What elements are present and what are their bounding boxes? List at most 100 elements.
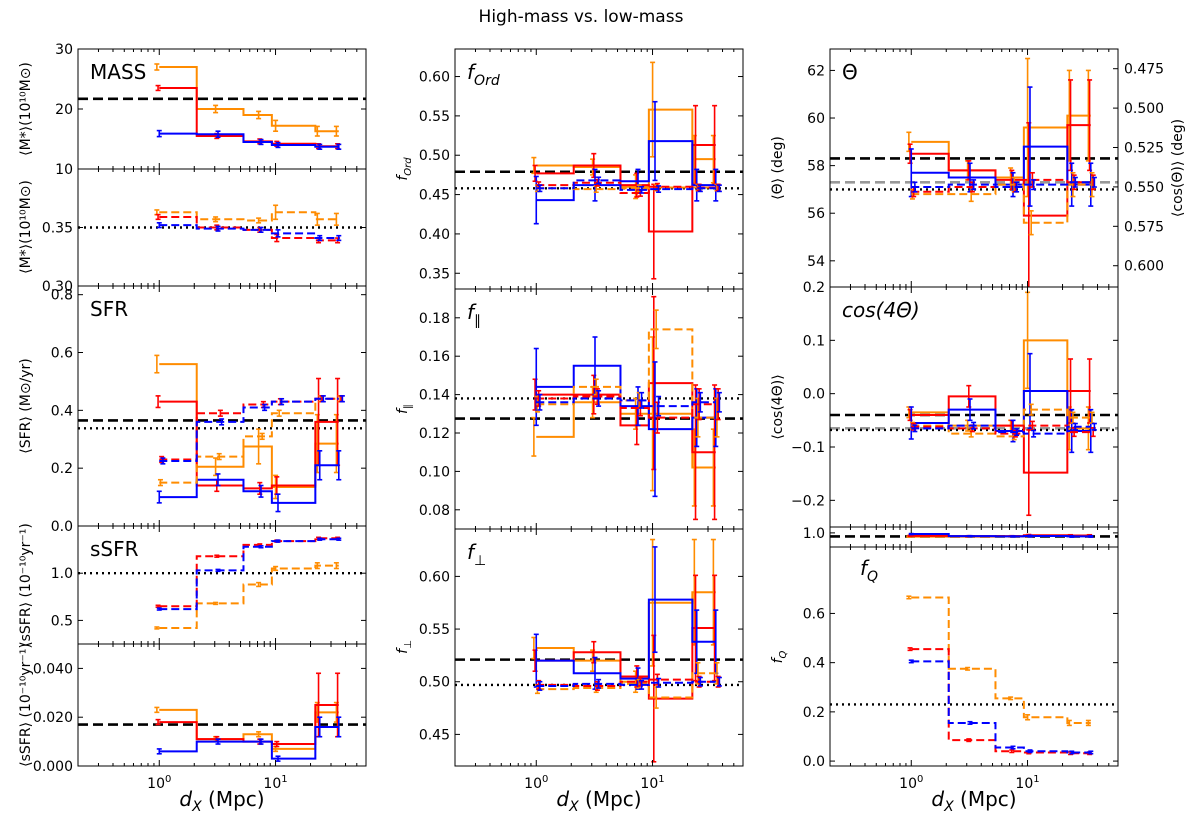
panel-label: fQ [860,556,878,585]
y-tick-label-right: 0.525 [1124,141,1164,157]
panel-cos4: −0.2 −0.1 0.0 0.1 0.2 cos(4Θ) ⟨cos(4Θ)⟩ [770,280,1119,528]
panel-fperp: 0.45 0.50 0.55 0.60 f⊥ f⊥ [395,528,744,767]
axes-frame [77,643,367,767]
panel-label: fOrd [467,60,500,89]
y-tick-label-right: 0.550 [1124,180,1164,196]
y-tick-label: 0.12 [419,426,450,442]
y-tick-label: 0.35 [42,221,73,237]
y-axis-label: fOrd [395,157,414,181]
plot-area [455,295,743,521]
y-tick-label: 0.35 [419,266,450,282]
panel-sfr: 0.0 0.2 0.4 0.6 0.8 SFR ⟨SFR⟩ (M⊙/yr) [18,285,367,535]
series-orange-low [911,408,1091,438]
y-tick-label: 58 [807,159,825,175]
x-tick-label: 101 [1015,774,1039,792]
y-tick-label: 0.2 [803,280,825,296]
axes-frame [829,286,1119,528]
y-tick-label: 0.16 [419,349,450,365]
y-tick-label: 0.14 [419,388,450,404]
series-orange-low [536,328,716,419]
series-orange [159,564,339,629]
y-tick-label: 62 [807,63,825,79]
y-axis-label: f∥ [395,404,414,414]
series-orange [159,363,339,488]
y-tick-label: 56 [807,206,825,222]
panel-fq-bottom: 0.0 0.2 0.4 0.6 fQ fQ [770,546,1119,770]
series-blue-low [911,181,1091,189]
series-blue [159,464,339,504]
y-tick-label: 0.020 [33,710,73,726]
series-blue [159,224,339,240]
y-tick-label: 0.5 [51,613,73,629]
y-tick-label: 0.0 [51,519,73,535]
series-orange-low [536,672,716,699]
series-red [911,648,1091,755]
y-tick-label: 0.55 [419,622,450,638]
series-blue [536,364,716,431]
y-tick-label: 0.60 [419,70,450,86]
axes-frame [829,48,1119,288]
x-axis-label: dX (Mpc) [556,787,641,815]
y-tick-label: 0.45 [419,188,450,204]
panel-label: cos(4Θ) [842,298,920,322]
y-tick-label: 0.4 [803,656,825,672]
panel-label: Θ [842,60,858,84]
panel-mass-top: 10 20 30 MASS ⟨M*⟩(10¹⁰M⊙) [18,42,367,178]
y-tick-label: 0.2 [51,461,73,477]
y-axis-label: fQ [770,650,789,663]
y-tick-label: 0.000 [33,759,73,775]
y-tick-label: 1.0 [51,566,73,582]
y-tick-label: 0.50 [419,675,450,691]
series-blue [911,660,1091,754]
series-blue [159,538,339,611]
plot-area [830,291,1118,517]
y-axis-label: ⟨Θ⟩ (deg) [770,136,786,200]
series-blue [911,145,1091,186]
y-tick-label: −0.1 [791,440,825,456]
series-blue-low [536,179,716,191]
figure-title: High-mass vs. low-mass [479,7,684,27]
y-tick-label: 0.40 [419,227,450,243]
y-axis-label: ⟨cos(4Θ)⟩ [770,374,786,439]
x-tick-label: 101 [263,774,287,792]
y-tick-label: 20 [55,102,73,118]
y-tick-label-right: 0.575 [1124,219,1164,235]
series-blue-low [536,397,716,408]
series-blue [911,533,1091,538]
y-tick-label: 0.10 [419,464,450,480]
plot-area [78,536,366,630]
y-tick-label: 10 [55,162,73,178]
x-tick-label: 100 [147,774,171,792]
x-axis-label: dX (Mpc) [179,787,264,815]
plot-area [78,63,366,150]
y-tick-label: 0.55 [419,109,450,125]
y-tick-label: 0.60 [419,569,450,585]
series-orange [536,108,716,188]
series-orange-low [911,183,1091,224]
plot-area [830,595,1118,756]
plot-area [78,672,366,762]
plot-area [78,204,366,244]
y-tick-label: 0.50 [419,148,450,164]
axes-frame [77,285,367,527]
x-tick-label: 100 [524,774,548,792]
y-axis-label-right: ⟨cos(Θ)⟩ (deg) [1170,119,1186,217]
plot-area [830,57,1118,287]
y-tick-label-right: 0.600 [1124,259,1164,275]
x-tick-label: 100 [899,774,923,792]
panel-label: MASS [90,60,146,84]
y-axis-label: f⊥ [395,640,414,654]
y-tick-label: 0.4 [51,403,73,419]
y-axis-label: ⟨sSFR⟩ (10⁻¹⁰yr⁻¹) [18,643,34,767]
axes-frame [829,546,1119,767]
y-tick-label: 0.30 [42,279,73,295]
panel-theta: 54 56 58 60 62 0.475 0.500 0.525 0.550 0.575 0.600… [770,48,1186,288]
y-tick-label: 1.0 [803,526,825,542]
series-blue [159,725,339,760]
plot-area [78,354,366,513]
panel-ssfr-top: 0.5 1.0 sSFR ⟨sSFR⟩ (10⁻¹⁰yr⁻¹) [18,523,367,647]
series-blue-low [911,424,1091,435]
y-axis-label: ⟨M*⟩(10¹⁰M⊙) [18,180,34,274]
y-tick-label: 0.1 [803,333,825,349]
